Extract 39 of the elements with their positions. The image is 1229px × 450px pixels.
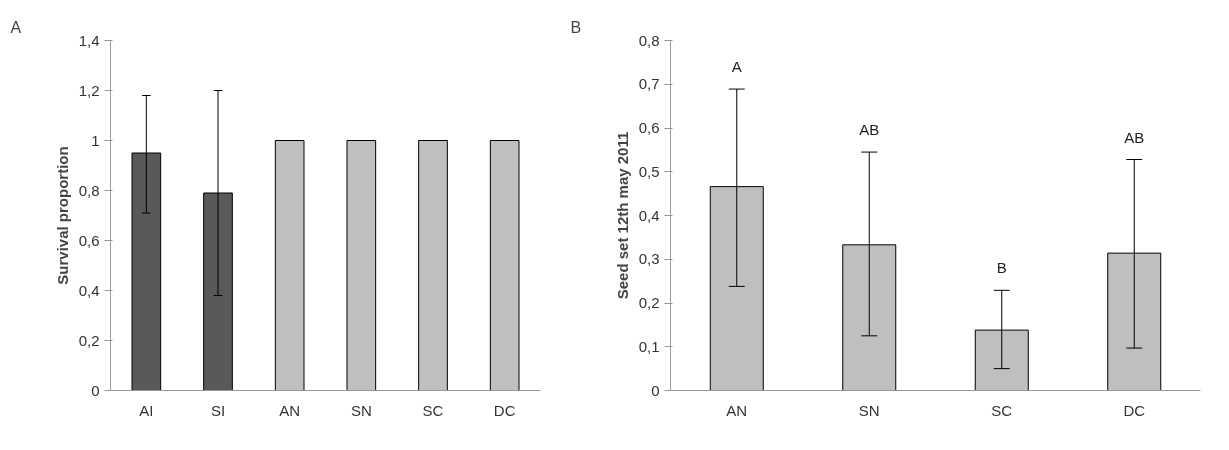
y-tick-label: 0,6 [78,231,100,249]
y-tick-label: 1,2 [78,81,100,99]
y-tick-label: 0,6 [638,119,660,136]
y-tick-label: 0,3 [638,250,660,268]
chart-title: B [570,18,582,36]
bar [346,140,377,391]
x-tick-label: DC [493,401,516,419]
x-tick-label: SN [350,401,372,419]
y-tick-label: 0 [651,381,660,399]
annotation: B [996,259,1007,277]
annotation: AB [1124,128,1145,146]
y-tick-label: 0,1 [638,337,660,355]
x-tick-label: AN [726,401,748,419]
x-tick-label: SN [858,401,880,419]
x-tick-label: SC [422,401,444,419]
y-axis-title: Survival proportion [53,146,71,285]
y-tick-label: 0,8 [638,31,660,49]
x-tick-label: AI [139,401,154,419]
y-tick-label: 1 [91,131,100,149]
y-tick-label: 0,5 [638,162,660,180]
x-tick-label: SC [991,401,1013,419]
y-axis-title: Seed set 12th may 2011 [613,131,631,300]
x-tick-label: AN [279,401,301,419]
bar [274,140,305,391]
bar [418,140,448,391]
y-tick-label: 0,2 [638,294,660,311]
y-tick-label: 1,4 [78,31,100,49]
y-tick-label: 0 [91,381,100,399]
bar [489,140,520,391]
x-tick-label: DC [1123,401,1146,419]
y-tick-label: 0,7 [638,75,660,93]
y-tick-label: 0,2 [78,331,100,349]
y-tick-label: 0,8 [78,181,100,199]
annotation: A [731,58,742,76]
annotation: AB [859,121,880,139]
x-tick-label: SI [210,401,226,419]
y-tick-label: 0,4 [78,281,100,299]
chart-title: A [10,18,22,36]
y-tick-label: 0,4 [638,206,660,224]
